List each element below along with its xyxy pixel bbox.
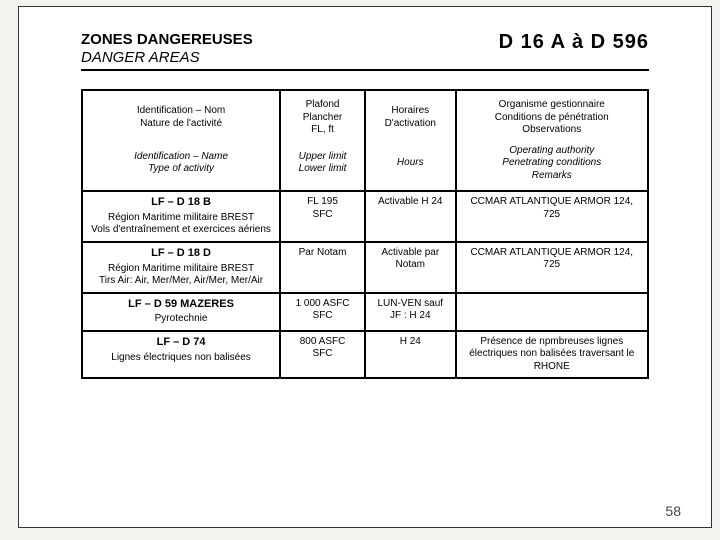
table-header-fr: Identification – NomNature de l'activité… (82, 90, 648, 141)
zone-activity: Lignes électriques non balisées (89, 352, 273, 365)
title-fr: ZONES DANGEREUSES (81, 31, 253, 49)
col-id-en: Identification – NameType of activity (82, 141, 280, 192)
col-org-en: Operating authorityPenetrating condition… (456, 141, 648, 192)
cell-limits: 800 ASFCSFC (280, 331, 365, 379)
cell-hours: LUN-VEN sauf JF : H 24 (365, 293, 456, 331)
table-header-en: Identification – NameType of activity Up… (82, 141, 648, 192)
cell-identification: LF – D 74 Lignes électriques non balisées (82, 331, 280, 379)
header-row: ZONES DANGEREUSES DANGER AREAS D 16 A à … (81, 31, 649, 71)
zone-activity: Pyrotechnie (89, 313, 273, 326)
col-id-fr: Identification – NomNature de l'activité (82, 90, 280, 141)
zone-code: LF – D 74 (89, 336, 273, 350)
table-row: LF – D 18 B Région Maritime militaire BRE… (82, 191, 648, 242)
zone-code: LF – D 59 MAZERES (89, 298, 273, 312)
cell-hours: H 24 (365, 331, 456, 379)
col-hours-en: Hours (365, 141, 456, 192)
cell-limits: FL 195SFC (280, 191, 365, 242)
title-en: DANGER AREAS (81, 49, 253, 67)
page-number: 58 (665, 503, 681, 519)
cell-identification: LF – D 18 B Région Maritime militaire BRE… (82, 191, 280, 242)
cell-org: CCMAR ATLANTIQUE ARMOR 124, 725 (456, 191, 648, 242)
cell-org: Présence de npmbreuses lignes électrique… (456, 331, 648, 379)
danger-table: Identification – NomNature de l'activité… (81, 89, 649, 379)
col-ceiling-en: Upper limitLower limit (280, 141, 365, 192)
cell-limits: 1 000 ASFCSFC (280, 293, 365, 331)
cell-limits: Par Notam (280, 242, 365, 293)
cell-hours: Activable par Notam (365, 242, 456, 293)
table-row: LF – D 18 D Région Maritime militaire BRE… (82, 242, 648, 293)
cell-identification: LF – D 18 D Région Maritime militaire BRE… (82, 242, 280, 293)
table-row: LF – D 59 MAZERESPyrotechnie1 000 ASFCSF… (82, 293, 648, 331)
zone-activity: Tirs Air: Air, Mer/Mer, Air/Mer, Mer/Air (89, 275, 273, 288)
slide-frame: ZONES DANGEREUSES DANGER AREAS D 16 A à … (18, 6, 712, 528)
cell-hours: Activable H 24 (365, 191, 456, 242)
zone-activity: Vols d'entraînement et exercices aériens (89, 224, 273, 237)
content-area: ZONES DANGEREUSES DANGER AREAS D 16 A à … (81, 31, 649, 379)
cell-org (456, 293, 648, 331)
col-ceiling-fr: PlafondPlancherFL, ft (280, 90, 365, 141)
zone-name: Région Maritime militaire BREST (89, 212, 273, 225)
table-body: LF – D 18 B Région Maritime militaire BRE… (82, 191, 648, 378)
cell-identification: LF – D 59 MAZERESPyrotechnie (82, 293, 280, 331)
title-range: D 16 A à D 596 (499, 31, 649, 54)
zone-code: LF – D 18 B (89, 196, 273, 210)
table-row: LF – D 74 Lignes électriques non balisées… (82, 331, 648, 379)
cell-org: CCMAR ATLANTIQUE ARMOR 124, 725 (456, 242, 648, 293)
title-block: ZONES DANGEREUSES DANGER AREAS (81, 31, 253, 67)
col-hours-fr: HorairesD'activation (365, 90, 456, 141)
zone-name: Région Maritime militaire BREST (89, 263, 273, 276)
col-org-fr: Organisme gestionnaireConditions de péné… (456, 90, 648, 141)
zone-code: LF – D 18 D (89, 247, 273, 261)
